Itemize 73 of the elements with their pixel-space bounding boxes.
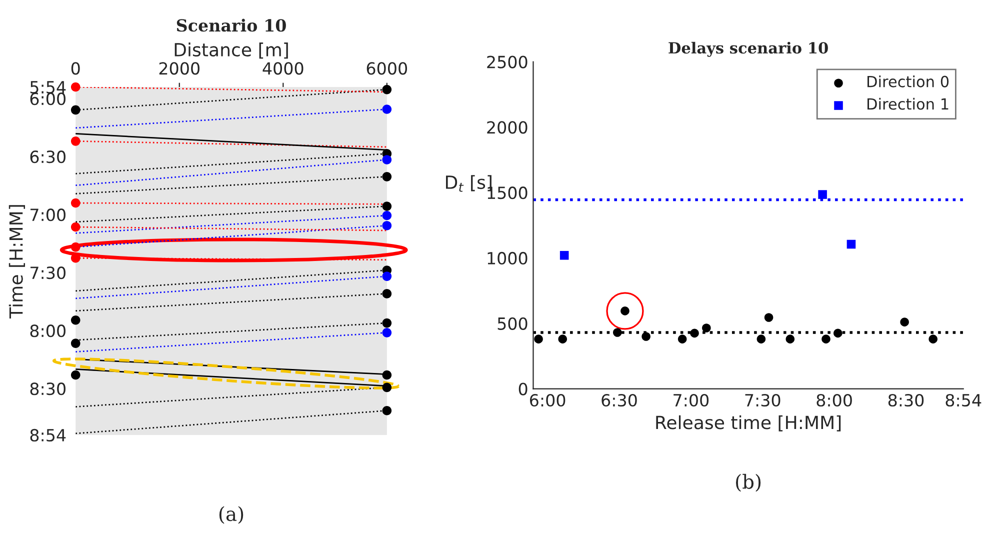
point	[70, 370, 80, 380]
text: (a)	[219, 506, 244, 524]
y-tick-label: 8:30	[30, 382, 66, 396]
y-axis-title: Time [H:MM]	[8, 205, 26, 318]
y-tick-label: 500	[498, 317, 528, 330]
point	[382, 210, 392, 220]
x-tick-label: 7:30	[745, 394, 780, 407]
point	[382, 382, 392, 392]
point	[70, 82, 80, 92]
point	[834, 328, 842, 338]
chart-title: Delays scenario 10	[668, 42, 828, 57]
point	[70, 338, 80, 348]
point	[382, 104, 392, 114]
y-tick-label: 6:30	[30, 150, 66, 164]
point	[70, 242, 80, 252]
y-tick-label: 2500	[487, 56, 528, 68]
point	[70, 315, 80, 325]
point	[70, 198, 80, 208]
x-tick-label: 6:00	[530, 394, 566, 407]
x-tick-label: 6000	[366, 62, 408, 75]
point	[612, 328, 622, 337]
y-tick-label: 7:00	[30, 208, 66, 222]
point	[764, 313, 774, 322]
x-axis-title: Distance [m]	[174, 42, 288, 59]
x-tick-label: 0	[71, 62, 80, 75]
point	[642, 332, 650, 341]
point	[382, 155, 392, 164]
y-tick-label: 1000	[488, 252, 528, 265]
point	[382, 318, 392, 328]
chart-title: Scenario 10	[176, 18, 286, 32]
point	[900, 318, 909, 326]
x-tick-label: 8:54	[946, 394, 982, 407]
point	[382, 328, 392, 338]
x-tick-label: 7:00	[674, 394, 709, 407]
point	[382, 370, 392, 380]
point	[928, 334, 938, 344]
x-tick-label: 6:30	[602, 394, 637, 407]
legend-label: Direction 1	[868, 98, 948, 110]
point	[382, 272, 392, 281]
y-tick-label: 2000	[487, 121, 528, 134]
y-tick-label: 0	[518, 382, 528, 396]
point	[382, 406, 392, 416]
point	[70, 105, 80, 115]
point	[786, 334, 795, 344]
point	[382, 84, 392, 94]
x-tick-label: 8:30	[888, 394, 924, 407]
legend-label: Direction 0	[868, 76, 949, 88]
point	[70, 136, 80, 146]
point	[382, 289, 392, 298]
x-tick-label: 8:00	[816, 394, 852, 407]
y-tick-label: 5:54	[30, 81, 66, 94]
point	[702, 324, 711, 332]
y-tick-label: 6:00	[30, 92, 66, 106]
point	[690, 328, 699, 338]
point	[382, 220, 392, 230]
x-tick-label: 2000	[159, 62, 200, 75]
point	[756, 334, 766, 344]
text: (b)	[736, 474, 761, 492]
point	[822, 334, 830, 344]
point	[70, 222, 80, 232]
point	[560, 250, 569, 260]
y-tick-label: 8:00	[30, 324, 66, 338]
point	[534, 334, 543, 344]
x-axis-title: Release time [H:MM]	[656, 415, 841, 432]
y-tick-label: 7:30	[30, 266, 66, 280]
x-tick-label: 4000	[262, 62, 304, 75]
point	[678, 334, 687, 344]
point	[558, 334, 568, 344]
point	[818, 190, 827, 199]
y-tick-label: 8:54	[30, 428, 66, 442]
point	[846, 240, 856, 249]
point	[382, 202, 392, 211]
point	[382, 172, 392, 182]
